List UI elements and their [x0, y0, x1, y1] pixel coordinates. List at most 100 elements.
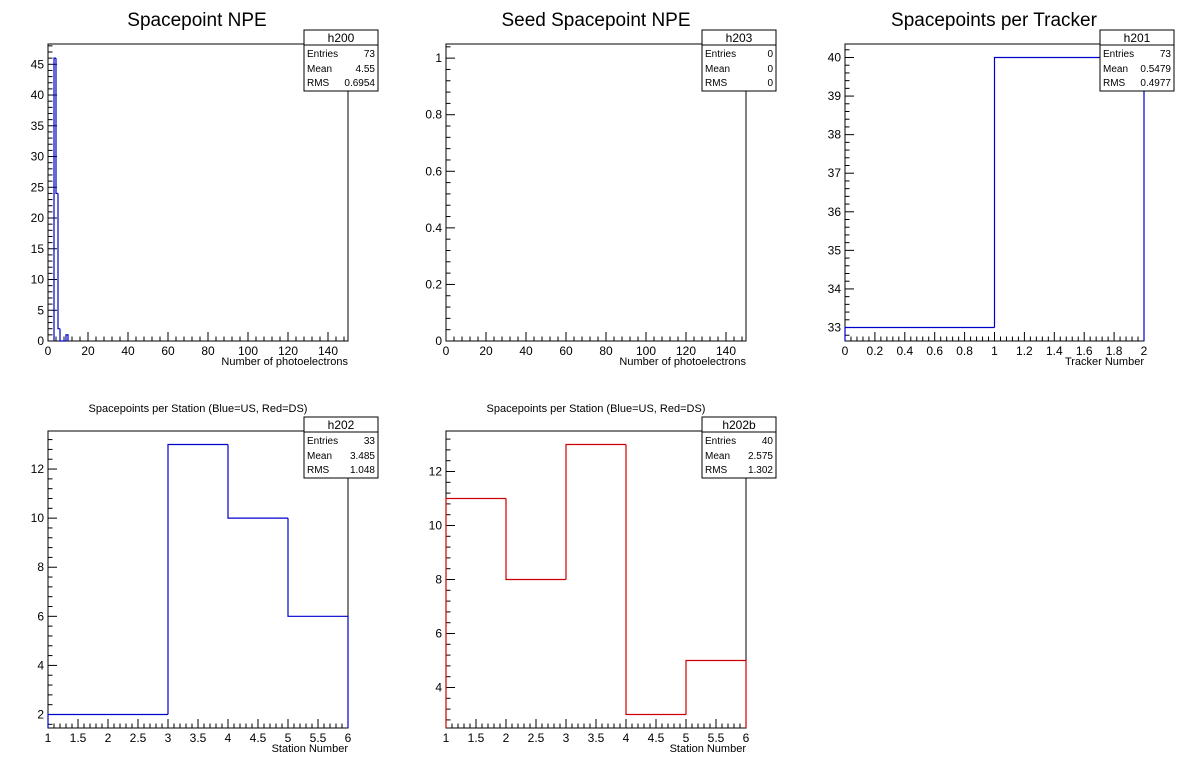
- y-tick-label: 45: [31, 57, 45, 71]
- y-axis: 2 4 6 8 10 12: [31, 439, 57, 725]
- x-tick-label: 100: [636, 344, 656, 358]
- y-tick-label: 6: [37, 609, 44, 623]
- chart-h202b: Spacepoints per Station (Blue=US, Red=DS…: [429, 403, 777, 755]
- x-axis-label: Station Number: [272, 743, 349, 755]
- y-tick-label: 38: [828, 128, 842, 142]
- x-tick-label: 4: [623, 731, 630, 745]
- histogram-bin: [844, 326, 995, 341]
- x-axis-label: Number of photoelectrons: [221, 356, 348, 368]
- y-axis: 0 5 10 15 20 25 30 35 40 45: [31, 45, 57, 348]
- stats-rms-value: 0: [767, 78, 773, 89]
- x-tick-label: 2: [105, 731, 112, 745]
- y-tick-label: 34: [828, 282, 842, 296]
- chart-h200: Spacepoint NPE 0 20 40 60 80 100 120 140 0 5 10 15…: [31, 10, 379, 368]
- plot-frame: [47, 430, 349, 729]
- x-tick-label: 1.4: [1046, 344, 1063, 358]
- y-tick-label: 35: [828, 243, 842, 257]
- histogram-bin: [59, 328, 62, 342]
- x-tick-label: 40: [519, 344, 533, 358]
- histogram-bin: [685, 659, 747, 728]
- x-tick-label: 120: [676, 344, 696, 358]
- x-tick-label: 0.8: [956, 344, 973, 358]
- histogram-series: [47, 443, 349, 728]
- y-tick-label: 2: [37, 708, 44, 722]
- stats-entries-label: Entries: [705, 436, 736, 447]
- x-tick-label: 0: [443, 344, 450, 358]
- x-tick-label: 0: [842, 344, 849, 358]
- stats-rms-value: 0.4977: [1140, 78, 1171, 89]
- stats-entries-label: Entries: [307, 436, 338, 447]
- histogram-bin: [287, 518, 349, 728]
- stats-mean-value: 2.575: [748, 451, 773, 462]
- stats-mean-value: 0: [767, 64, 773, 75]
- x-tick-label: 2.5: [130, 731, 147, 745]
- stats-entries-value: 33: [364, 436, 376, 447]
- x-axis: 1 1.5 2 2.5 3 3.5 4 4.5 5 5.5 6: [443, 719, 750, 745]
- y-axis: 4 6 8 10 12: [429, 438, 455, 721]
- y-tick-label: 0.6: [425, 164, 442, 178]
- x-tick-label: 1.6: [1076, 344, 1093, 358]
- plot-frame: [445, 430, 747, 729]
- stats-box-name: h202b: [722, 418, 756, 432]
- x-axis: 0 0.2 0.4 0.6 0.8 1 1.2 1.4 1.6 1.8 2: [842, 332, 1148, 358]
- x-tick-label: 1.5: [468, 731, 485, 745]
- x-tick-label: 0.6: [926, 344, 943, 358]
- y-tick-label: 36: [828, 205, 842, 219]
- x-axis-label: Number of photoelectrons: [619, 356, 746, 368]
- x-tick-label: 4.5: [648, 731, 665, 745]
- stats-rms-label: RMS: [307, 78, 330, 89]
- x-tick-label: 60: [559, 344, 573, 358]
- stats-rms-label: RMS: [1103, 78, 1126, 89]
- stats-entries-value: 73: [364, 49, 376, 60]
- x-axis: 0 20 40 60 80 100 120 140: [45, 332, 345, 358]
- x-tick-label: 4.5: [250, 731, 267, 745]
- stats-box: h201 Entries 73 Mean 0.5479 RMS 0.4977: [1099, 29, 1175, 92]
- x-tick-label: 20: [81, 344, 95, 358]
- y-tick-label: 33: [828, 321, 842, 335]
- x-axis-label: Station Number: [670, 743, 747, 755]
- x-tick-label: 0: [45, 344, 52, 358]
- histogram-bin: [227, 444, 288, 519]
- stats-box: h200 Entries 73 Mean 4.55 RMS 0.6954: [303, 29, 379, 92]
- x-tick-label: 3: [165, 731, 172, 745]
- histogram-bin: [57, 193, 60, 330]
- plot-frame: [47, 43, 349, 342]
- y-tick-label: 37: [828, 166, 842, 180]
- plot-frame: [445, 43, 747, 342]
- stats-mean-label: Mean: [705, 451, 730, 462]
- x-axis-label: Tracker Number: [1065, 356, 1144, 368]
- x-tick-label: 120: [278, 344, 298, 358]
- x-tick-label: 6: [345, 731, 352, 745]
- y-tick-label: 0.2: [425, 277, 442, 291]
- stats-rms-value: 1.302: [748, 465, 773, 476]
- x-axis: 1 1.5 2 2.5 3 3.5 4 4.5 5 5.5 6: [45, 719, 352, 745]
- y-tick-label: 15: [31, 242, 45, 256]
- y-tick-label: 10: [429, 519, 443, 533]
- stats-entries-value: 73: [1160, 49, 1172, 60]
- histogram-bin: [565, 443, 626, 580]
- chart-title: Spacepoints per Tracker: [891, 10, 1098, 31]
- x-tick-label: 2: [1141, 344, 1148, 358]
- y-tick-label: 4: [435, 681, 442, 695]
- histogram-series: [53, 57, 69, 342]
- y-tick-label: 20: [31, 211, 45, 225]
- stats-rms-label: RMS: [705, 78, 728, 89]
- stats-entries-value: 0: [767, 49, 773, 60]
- y-tick-label: 12: [429, 465, 443, 479]
- stats-mean-label: Mean: [307, 451, 332, 462]
- y-tick-label: 10: [31, 273, 45, 287]
- histogram-bin: [47, 713, 108, 728]
- y-tick-label: 1: [435, 51, 442, 65]
- x-tick-label: 100: [238, 344, 258, 358]
- x-tick-label: 140: [318, 344, 338, 358]
- histogram-series: [445, 443, 747, 728]
- chart-title: Spacepoint NPE: [127, 10, 266, 31]
- x-tick-label: 1.5: [70, 731, 87, 745]
- stats-box-name: h202: [328, 418, 355, 432]
- x-tick-label: 5: [683, 731, 690, 745]
- x-tick-label: 60: [161, 344, 175, 358]
- y-tick-label: 5: [37, 303, 44, 317]
- stats-rms-value: 1.048: [350, 465, 375, 476]
- chart-h203: Seed Spacepoint NPE 0 20 40 60 80 100 120 140 0…: [425, 10, 777, 368]
- x-tick-label: 2: [503, 731, 510, 745]
